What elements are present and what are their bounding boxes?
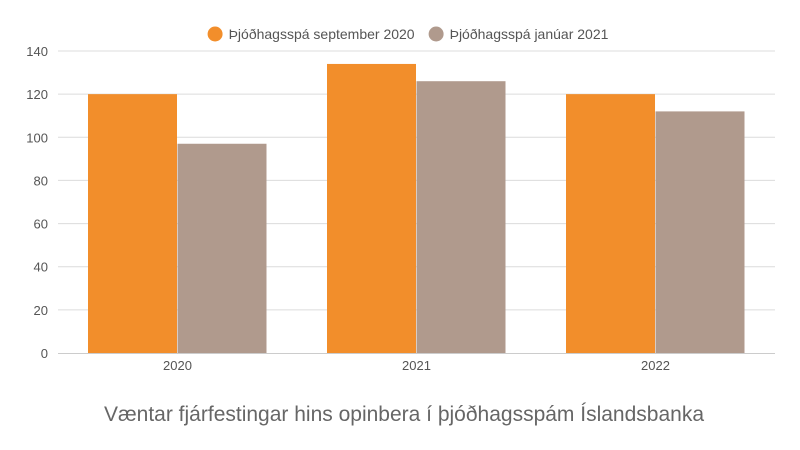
bar-september-2020-2020	[88, 94, 177, 354]
legend-item: Þjóðhagsspá janúar 2021	[428, 26, 609, 42]
x-axis-ticks: 2020 2021 2022	[163, 358, 670, 373]
bar-september-2020-2021	[327, 63, 416, 353]
bar-september-2020-2022	[566, 94, 655, 354]
legend-item: Þjóðhagsspá september 2020	[207, 26, 415, 42]
x-tick-label: 2021	[402, 358, 431, 373]
y-axis-ticks: 0 20 40 60 80 100 120 140	[26, 44, 48, 361]
y-tick-label: 80	[34, 173, 48, 188]
chart-title: Væntar fjárfestingar hins opinbera í þjó…	[104, 403, 704, 426]
y-tick-label: 20	[34, 303, 48, 318]
y-tick-label: 120	[26, 87, 48, 102]
y-tick-label: 100	[26, 130, 48, 145]
legend-label: Þjóðhagsspá september 2020	[229, 26, 415, 42]
legend-swatch	[428, 26, 444, 42]
legend: Þjóðhagsspá september 2020 Þjóðhagsspá ja…	[207, 26, 609, 42]
legend-swatch	[207, 26, 223, 42]
y-tick-label: 0	[41, 346, 48, 361]
y-tick-label: 60	[34, 217, 48, 232]
legend-label: Þjóðhagsspá janúar 2021	[450, 26, 609, 42]
bar-januar-2021-2021	[416, 81, 506, 353]
bar-januar-2021-2020	[177, 143, 267, 353]
x-tick-label: 2022	[641, 358, 670, 373]
y-tick-label: 140	[26, 44, 48, 59]
y-tick-label: 40	[34, 260, 48, 275]
x-tick-label: 2020	[163, 358, 192, 373]
bars	[88, 63, 745, 354]
bar-januar-2021-2022	[655, 111, 745, 354]
